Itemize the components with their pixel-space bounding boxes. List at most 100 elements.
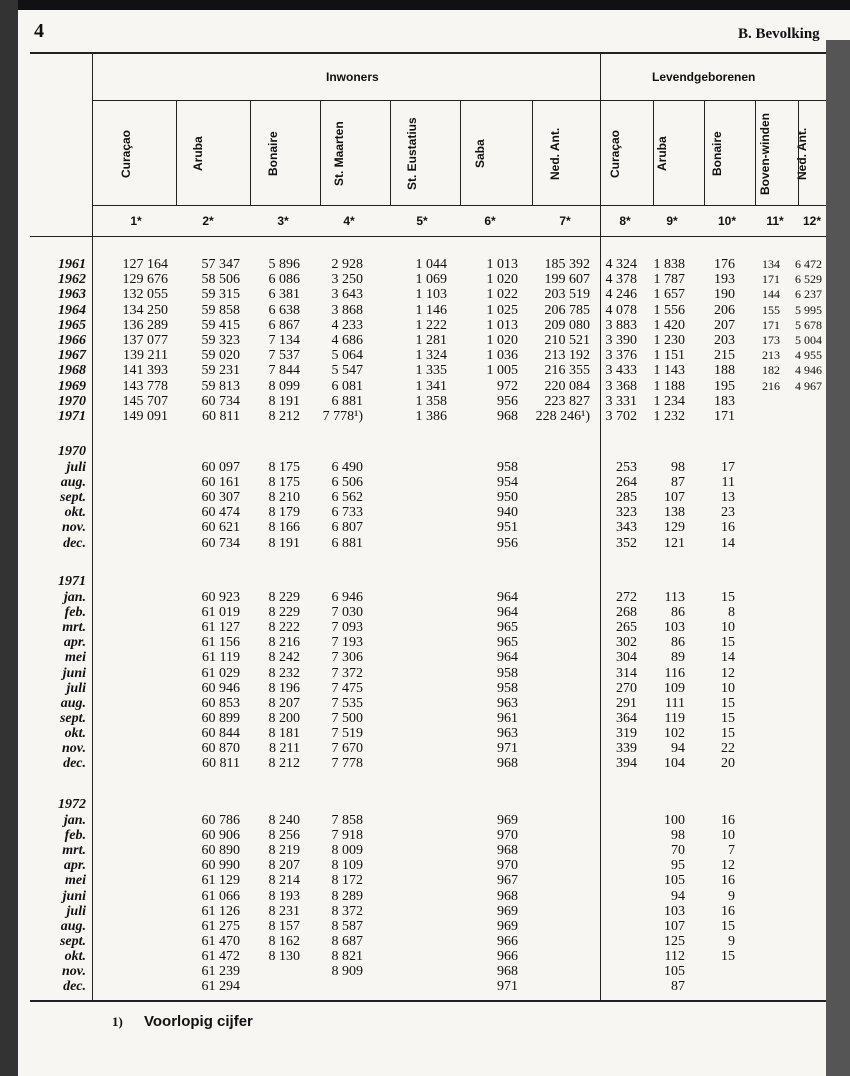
- cell: 8 212: [268, 756, 301, 772]
- cell: 60 853: [201, 695, 241, 711]
- cell: 285: [616, 490, 637, 506]
- cell: 7 670: [331, 741, 364, 756]
- cell: 61 294: [201, 979, 241, 995]
- cell: 268: [616, 605, 637, 621]
- cell: 60 734: [201, 535, 241, 551]
- rule: [755, 100, 756, 205]
- cell: 134 250: [122, 302, 169, 318]
- cell: 134: [762, 257, 780, 271]
- cell: 950: [497, 490, 518, 506]
- cell: 302: [616, 635, 637, 651]
- column-header: Ned. Ant.: [795, 127, 809, 181]
- cell: 60 786: [201, 813, 241, 828]
- cell: 4 078: [605, 302, 638, 318]
- cell: 173: [762, 333, 780, 347]
- cell: 5 064: [331, 348, 364, 364]
- cell: 188: [714, 363, 735, 379]
- cell: 7 844: [268, 363, 301, 379]
- cell: 6 638: [268, 302, 301, 318]
- cell: 972: [497, 378, 518, 394]
- cell: 1 013: [486, 317, 519, 333]
- rule: [320, 100, 321, 205]
- cell: 61 156: [201, 635, 241, 651]
- cell: 59 415: [201, 317, 241, 333]
- row-label: aug.: [60, 918, 86, 934]
- rule: [30, 236, 826, 237]
- cell: 107: [664, 918, 685, 934]
- row-label: juni: [62, 888, 86, 904]
- cell: 70: [671, 843, 685, 859]
- row-label: 1971: [58, 409, 86, 424]
- row-label: nov.: [62, 964, 86, 979]
- cell: 8 821: [331, 948, 364, 964]
- row-label: mei: [65, 650, 86, 666]
- cell: 58 506: [201, 272, 241, 288]
- cell: 4 686: [331, 333, 364, 348]
- cell: 14: [721, 535, 735, 551]
- row-label: jan.: [63, 813, 86, 828]
- cell: 4 955: [795, 348, 822, 363]
- cell: 272: [616, 590, 637, 605]
- rule: [652, 100, 654, 205]
- cell: 60 474: [201, 505, 241, 521]
- cell: 951: [497, 520, 518, 536]
- cell: 1 838: [653, 257, 686, 272]
- cell: 1 657: [653, 287, 686, 303]
- cell: 10: [721, 620, 735, 636]
- cell: 8 099: [268, 378, 301, 394]
- cell: 8 210: [268, 490, 301, 506]
- footnote-text: Voorlopig cijfer: [144, 1013, 253, 1030]
- cell: 1 020: [486, 272, 519, 288]
- cell: 8 212: [268, 409, 301, 424]
- cell: 57 347: [201, 257, 241, 272]
- column-header: Bonaire: [266, 131, 280, 177]
- cell: 60 811: [202, 756, 240, 772]
- page-number: 4: [34, 20, 44, 42]
- cell: 1 022: [486, 287, 519, 303]
- cell: 61 066: [201, 888, 241, 904]
- cell: 339: [616, 741, 637, 756]
- cell: 209 080: [544, 317, 591, 333]
- scan-edge: [0, 0, 18, 1076]
- cell: 1 146: [415, 302, 448, 318]
- cell: 7 030: [331, 605, 364, 621]
- cell: 8 256: [268, 828, 301, 844]
- row-label: dec.: [63, 756, 86, 772]
- cell: 7 519: [331, 725, 364, 741]
- cell: 60 161: [201, 475, 241, 491]
- cell: 965: [497, 635, 518, 651]
- cell: 6 881: [331, 393, 364, 409]
- cell: 203 519: [544, 287, 591, 303]
- cell: 1 335: [415, 363, 448, 379]
- cell: 8 231: [268, 903, 301, 919]
- cell: 107: [664, 490, 685, 506]
- cell: 8 587: [331, 918, 364, 934]
- cell: 7 306: [331, 650, 364, 666]
- cell: 4 946: [795, 363, 822, 378]
- cell: 314: [616, 665, 637, 681]
- cell: 8 200: [268, 710, 301, 726]
- cell: 291: [616, 695, 637, 711]
- cell: 7 535: [331, 695, 364, 711]
- cell: 216: [762, 378, 780, 393]
- cell: 60 734: [201, 393, 241, 409]
- row-label: 1966: [58, 333, 86, 348]
- section-year: 1972: [58, 797, 86, 812]
- cell: 971: [497, 741, 518, 756]
- row-label: okt.: [64, 725, 86, 741]
- cell: 8 207: [268, 695, 301, 711]
- cell: 98: [671, 460, 685, 475]
- rule: [531, 100, 533, 205]
- cell: 265: [616, 620, 637, 636]
- cell: 1 232: [653, 409, 686, 424]
- cell: 964: [497, 590, 518, 605]
- cell: 6 867: [268, 317, 301, 333]
- row-label: mei: [65, 873, 86, 889]
- cell: 8 211: [269, 741, 300, 756]
- cell: 94: [671, 741, 685, 756]
- cell: 60 870: [201, 741, 241, 756]
- cell: 343: [616, 520, 637, 536]
- cell: 14: [721, 650, 735, 666]
- cell: 86: [671, 635, 685, 651]
- cell: 216 355: [544, 363, 591, 379]
